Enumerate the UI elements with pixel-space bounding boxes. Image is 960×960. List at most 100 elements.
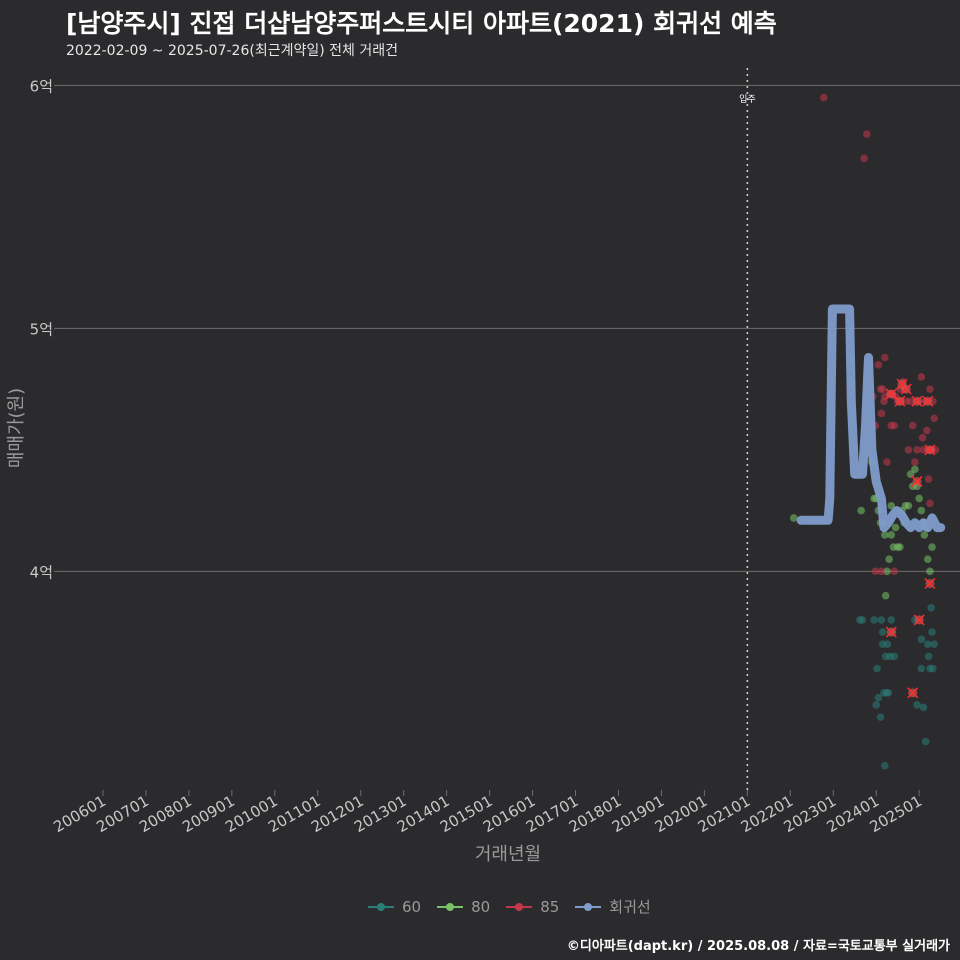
point-80 [928, 543, 936, 551]
point-60 [881, 761, 889, 770]
point-85 [820, 93, 828, 102]
point-85 [890, 567, 899, 576]
point-60 [872, 701, 881, 709]
legend-item-85[interactable]: 85 [506, 898, 559, 916]
highlight-marker [907, 687, 919, 699]
highlight-cross [924, 444, 936, 456]
point-80 [881, 531, 889, 539]
highlight-marker [922, 395, 934, 407]
legend-swatch-85 [506, 900, 533, 914]
point-60 [876, 713, 885, 721]
point-85 [860, 154, 869, 163]
legend: 60 80 85 회귀선 [368, 896, 651, 917]
axes: 4억5억6억2006012007012008012009012010012011… [30, 77, 926, 836]
y-axis-title: 매매가(원) [6, 388, 27, 468]
point-60 [917, 664, 926, 673]
point-80 [920, 531, 929, 539]
point-85 [874, 361, 883, 369]
highlight-marker [913, 614, 925, 626]
highlight-markers [885, 378, 936, 699]
y-tick-label: 6억 [30, 77, 53, 95]
point-85 [877, 567, 886, 576]
point-85 [890, 421, 899, 430]
regression-layer [796, 304, 946, 533]
point-85 [911, 458, 919, 466]
highlight-cross [885, 388, 897, 400]
highlight-cross [907, 687, 919, 699]
point-60 [870, 616, 878, 624]
point-85 [878, 385, 887, 393]
highlight-cross [922, 395, 934, 407]
point-60 [877, 616, 886, 624]
point-80 [857, 506, 865, 515]
highlight-cross [911, 475, 923, 487]
legend-label-regression: 회귀선 [609, 898, 651, 916]
highlight-marker [894, 395, 906, 407]
legend-swatch-80 [437, 900, 464, 914]
highlight-cross [913, 614, 925, 626]
point-85 [918, 433, 927, 442]
point-80 [917, 506, 926, 515]
legend-item-regression[interactable]: 회귀선 [575, 896, 651, 917]
grid-lines [60, 84, 960, 572]
point-85 [904, 446, 913, 454]
y-tick-label: 4억 [30, 563, 53, 581]
point-85 [913, 446, 921, 454]
highlight-cross [885, 626, 897, 638]
point-60 [874, 693, 883, 702]
highlight-cross [894, 395, 906, 407]
legend-item-60[interactable]: 60 [368, 898, 421, 916]
point-80 [887, 531, 896, 539]
point-60 [917, 635, 926, 644]
point-85 [906, 397, 915, 406]
point-80 [926, 567, 934, 576]
legend-swatch-regression [575, 900, 602, 914]
move-in-label: 입주 [739, 93, 756, 105]
x-axis-title: 거래년월 [475, 844, 541, 865]
point-60 [923, 640, 932, 649]
point-80 [881, 591, 890, 600]
point-60 [887, 616, 896, 624]
point-60 [927, 603, 936, 612]
point-80 [885, 555, 893, 563]
point-60 [873, 664, 881, 673]
point-60 [890, 652, 899, 661]
highlight-marker [924, 444, 936, 456]
regression-line [796, 304, 946, 533]
point-80 [883, 567, 891, 576]
point-80 [896, 543, 904, 551]
highlight-marker [911, 395, 923, 407]
point-85 [923, 426, 931, 435]
highlight-cross [900, 383, 912, 395]
point-85 [930, 414, 939, 423]
point-60 [929, 664, 937, 673]
point-60 [930, 640, 939, 649]
point-80 [915, 494, 923, 503]
point-60 [919, 703, 928, 712]
point-80 [887, 501, 896, 510]
highlight-marker [885, 388, 897, 400]
point-60 [921, 737, 930, 746]
point-60 [928, 628, 936, 636]
point-60 [878, 628, 887, 636]
highlight-marker [900, 383, 912, 395]
source-credit: ©디아파트(dapt.kr) / 2025.08.08 / 자료=국토교통부 실… [566, 939, 950, 954]
point-60 [924, 652, 933, 661]
point-85 [908, 421, 917, 430]
highlight-marker [924, 577, 936, 590]
highlight-marker [885, 626, 897, 638]
point-85 [926, 385, 934, 393]
point-60 [858, 616, 867, 624]
legend-item-80[interactable]: 80 [437, 898, 490, 916]
y-tick-label: 5억 [30, 320, 53, 338]
point-85 [877, 409, 886, 418]
chart-title: [남양주시] 진접 더샵남양주퍼스트시티 아파트(2021) 회귀선 예측 [66, 9, 777, 38]
point-85 [917, 373, 926, 381]
legend-label-80: 80 [471, 897, 491, 916]
point-60 [883, 640, 892, 649]
highlight-marker [911, 475, 923, 487]
annotations: 입주 [739, 68, 756, 790]
point-80 [789, 514, 798, 522]
legend-swatch-60 [368, 900, 394, 914]
